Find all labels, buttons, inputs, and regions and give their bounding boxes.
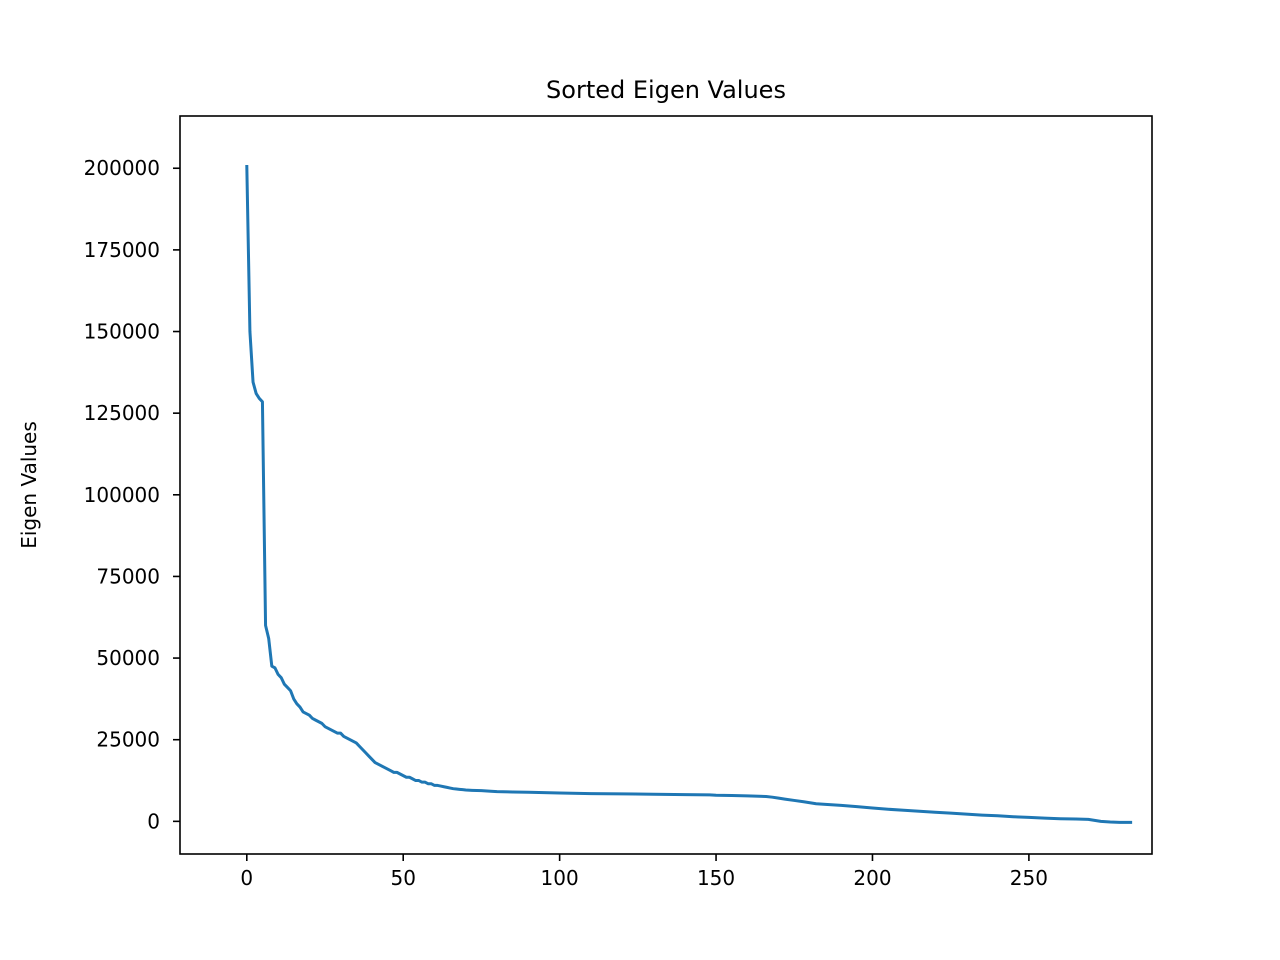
y-axis-label: Eigen Values (17, 421, 41, 549)
y-tick-label: 175000 (84, 238, 160, 262)
x-tick-label: 100 (541, 866, 579, 890)
y-tick-label: 200000 (84, 156, 160, 180)
x-tick-label: 250 (1010, 866, 1048, 890)
x-tick-label: 150 (697, 866, 735, 890)
x-axis-ticks: 0 50 100 150 200 250 (240, 854, 1048, 890)
plot-frame (179, 115, 1153, 855)
y-tick-label: 125000 (84, 401, 160, 425)
y-tick-label: 50000 (96, 646, 160, 670)
y-tick-label: 150000 (84, 320, 160, 344)
y-tick-label: 25000 (96, 728, 160, 752)
y-tick-label: 100000 (84, 483, 160, 507)
x-tick-label: 50 (390, 866, 415, 890)
x-tick-label: 0 (240, 866, 253, 890)
y-tick-label: 0 (147, 809, 160, 833)
y-axis-ticks: 0 25000 50000 75000 100000 125000 150000 175000… (84, 156, 180, 833)
x-tick-label: 200 (853, 866, 891, 890)
y-tick-label: 75000 (96, 564, 160, 588)
chart-title: Sorted Eigen Values (546, 76, 786, 104)
series-line (245, 164, 1133, 824)
